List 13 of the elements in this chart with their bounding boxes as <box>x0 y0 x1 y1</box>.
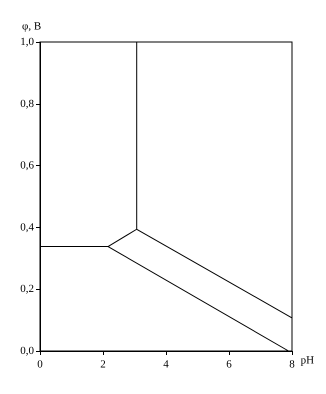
x-tick-label: 6 <box>226 358 232 370</box>
y-tick-label: 0,4 <box>20 221 34 234</box>
x-axis-title: pH <box>300 354 314 366</box>
x-tick-label: 2 <box>100 358 106 370</box>
x-tick-label: 0 <box>37 358 44 370</box>
y-tick-label: 0,6 <box>20 160 34 172</box>
y-tick-label: 0,2 <box>20 283 34 296</box>
x-tick-label: 8 <box>289 358 296 370</box>
x-tick-label: 4 <box>163 358 170 370</box>
y-tick-label: 0,8 <box>20 98 34 110</box>
y-tick-label: 0,0 <box>20 345 34 357</box>
y-axis-title: φ, В <box>22 20 42 32</box>
y-tick-label: 1,0 <box>20 36 34 48</box>
